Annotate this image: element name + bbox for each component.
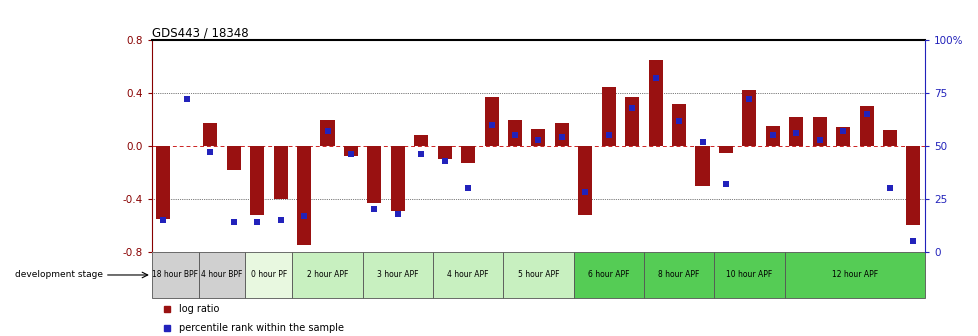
Bar (671, 104, 686, 146)
Bar (203, 124, 217, 146)
Bar (741, 90, 756, 146)
Point (460, 185, 475, 191)
Bar (555, 124, 568, 146)
Bar (812, 117, 825, 146)
Bar (508, 120, 521, 146)
Point (554, 135, 569, 140)
Text: 8 hour APF: 8 hour APF (658, 270, 699, 280)
Bar (573, 252, 644, 298)
Text: 0 hour PF: 0 hour PF (250, 270, 287, 280)
Bar (531, 129, 545, 146)
Bar (292, 252, 362, 298)
Point (624, 105, 640, 111)
Bar (245, 252, 292, 298)
Point (273, 217, 289, 222)
Text: 4 hour BPF: 4 hour BPF (201, 270, 243, 280)
Bar (390, 146, 405, 211)
Text: 6 hour APF: 6 hour APF (588, 270, 629, 280)
Bar (503, 252, 573, 298)
Point (671, 118, 687, 123)
Point (483, 122, 499, 127)
Bar (718, 146, 733, 153)
Text: 18 hour BPF: 18 hour BPF (152, 270, 198, 280)
Point (834, 128, 850, 134)
Point (740, 97, 756, 102)
Point (600, 133, 616, 138)
Point (811, 137, 826, 142)
Point (647, 76, 663, 81)
Point (507, 133, 522, 138)
Text: 4 hour APF: 4 hour APF (447, 270, 488, 280)
Text: 12 hour APF: 12 hour APF (831, 270, 877, 280)
Bar (273, 146, 288, 199)
Bar (578, 146, 592, 215)
Point (389, 211, 405, 216)
Bar (601, 87, 615, 146)
Point (881, 185, 897, 191)
Point (787, 131, 803, 136)
Point (202, 150, 218, 155)
Bar (437, 146, 451, 159)
Point (694, 139, 710, 144)
Bar (859, 106, 872, 146)
Text: 3 hour APF: 3 hour APF (377, 270, 419, 280)
Point (530, 137, 546, 142)
Bar (414, 135, 427, 146)
Bar (694, 146, 709, 185)
Text: percentile rank within the sample: percentile rank within the sample (179, 323, 343, 333)
Point (764, 133, 779, 138)
Point (366, 207, 381, 212)
Point (905, 238, 920, 244)
Bar (320, 120, 334, 146)
Bar (199, 252, 245, 298)
Bar (648, 60, 662, 146)
Point (577, 190, 593, 195)
Bar (625, 97, 639, 146)
Point (156, 217, 171, 222)
Bar (367, 146, 381, 203)
Bar (714, 252, 783, 298)
Bar (783, 252, 924, 298)
Point (296, 213, 312, 218)
Bar (156, 146, 170, 218)
Bar (906, 146, 919, 225)
Bar (362, 252, 432, 298)
Point (718, 181, 734, 186)
Text: log ratio: log ratio (179, 304, 219, 314)
Bar (227, 146, 241, 170)
Bar (484, 97, 498, 146)
Bar (765, 126, 779, 146)
Point (226, 219, 242, 225)
Bar (152, 252, 199, 298)
Point (179, 97, 195, 102)
Bar (788, 117, 803, 146)
Point (436, 158, 452, 163)
Text: 10 hour APF: 10 hour APF (726, 270, 772, 280)
Bar (644, 252, 714, 298)
Bar (343, 146, 358, 157)
Point (413, 152, 428, 157)
Point (342, 152, 358, 157)
Point (249, 219, 265, 225)
Point (320, 128, 335, 134)
Text: 5 hour APF: 5 hour APF (517, 270, 558, 280)
Bar (250, 146, 264, 215)
Bar (432, 252, 503, 298)
Text: GDS443 / 18348: GDS443 / 18348 (152, 26, 248, 39)
Text: development stage: development stage (15, 270, 103, 280)
Point (858, 112, 873, 117)
Bar (882, 130, 896, 146)
Bar (296, 146, 311, 245)
Bar (461, 146, 474, 163)
Text: 2 hour APF: 2 hour APF (306, 270, 348, 280)
Bar (835, 127, 849, 146)
